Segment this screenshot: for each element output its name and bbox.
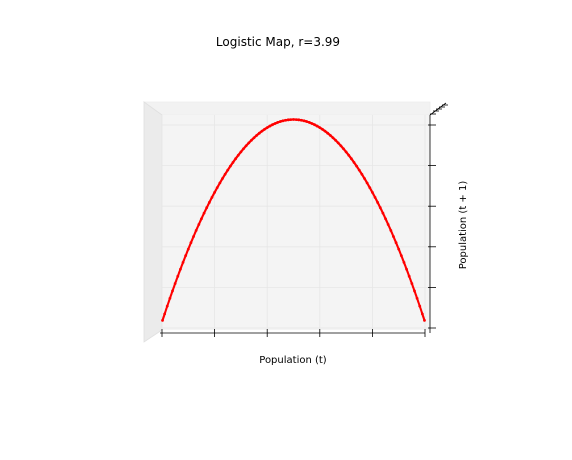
data-point [412, 288, 416, 291]
data-point [386, 222, 389, 225]
data-point [376, 200, 379, 203]
chart-title: Logistic Map, r=3.99 [216, 35, 340, 49]
axes [160, 115, 431, 334]
data-point [415, 296, 418, 299]
data-point [207, 202, 210, 205]
data-point [194, 230, 197, 233]
plot-pane [162, 115, 430, 330]
data-points [161, 118, 426, 322]
y-ticks [428, 124, 436, 329]
data-point [378, 205, 381, 208]
data-point [184, 255, 187, 258]
data-point [384, 216, 387, 219]
x-axis-label: Population (t) [259, 355, 327, 366]
data-point [199, 218, 203, 221]
data-point [197, 224, 200, 227]
data-point [163, 313, 166, 317]
data-point [210, 197, 213, 200]
grid-lines [161, 115, 430, 330]
y-axis-label: Population (t + 1) [458, 181, 469, 270]
data-point [423, 318, 426, 321]
x-ticks [161, 329, 426, 337]
data-point [405, 267, 408, 270]
left-pane [143, 101, 163, 343]
data-point [373, 195, 376, 198]
data-point [370, 190, 374, 193]
data-point [170, 291, 174, 294]
data-point [407, 274, 410, 277]
depth-axis-ticks [429, 102, 448, 116]
data-point [418, 303, 421, 306]
data-point [381, 211, 384, 214]
data-point [189, 242, 192, 245]
data-point [186, 249, 189, 252]
data-point [181, 262, 184, 265]
data-point [394, 240, 397, 243]
data-point [391, 234, 395, 237]
data-point [402, 260, 405, 263]
data-point [202, 212, 205, 216]
data-point [165, 306, 168, 309]
back-pane [142, 101, 431, 116]
data-point [205, 207, 208, 210]
data-point [192, 236, 195, 239]
data-point [176, 276, 179, 279]
data-point [389, 228, 392, 231]
data-point [410, 281, 413, 284]
data-point [213, 192, 216, 195]
data-point [178, 269, 182, 272]
data-point [173, 283, 176, 286]
data-point [420, 311, 424, 314]
data-point [399, 253, 402, 256]
data-point [168, 298, 171, 301]
data-point [397, 246, 400, 250]
